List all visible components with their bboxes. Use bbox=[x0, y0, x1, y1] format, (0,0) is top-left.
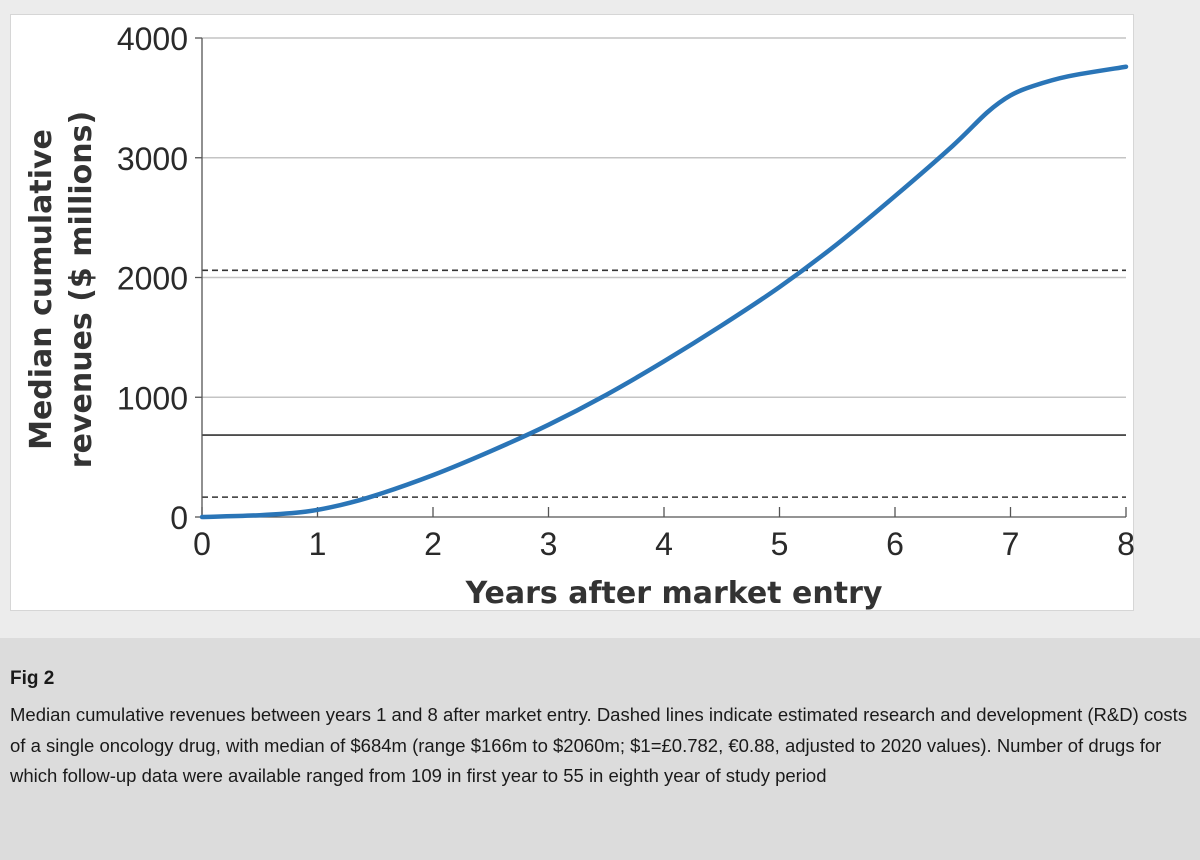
x-tick-label-1: 1 bbox=[309, 526, 327, 562]
x-tick-label-4: 4 bbox=[655, 526, 673, 562]
x-tick-label-0: 0 bbox=[193, 526, 211, 562]
figure-caption: Fig 2 Median cumulative revenues between… bbox=[0, 638, 1200, 860]
y-tick-label-3000: 3000 bbox=[117, 141, 188, 177]
y-axis-title-line-1: Median cumulative bbox=[24, 129, 59, 450]
series-line-revenue bbox=[199, 64, 1129, 520]
x-tick-label-2: 2 bbox=[424, 526, 442, 562]
x-axis-title: Years after market entry bbox=[465, 576, 883, 611]
x-tick-label-8: 8 bbox=[1117, 526, 1135, 562]
y-tick-label-2000: 2000 bbox=[117, 261, 188, 297]
caption-text: Median cumulative revenues between years… bbox=[10, 704, 1188, 786]
y-tick-label-0: 0 bbox=[170, 500, 188, 536]
y-axis-title-line-2: revenues ($ millions) bbox=[64, 111, 99, 468]
x-tick-label-6: 6 bbox=[886, 526, 904, 562]
x-tick-label-3: 3 bbox=[540, 526, 558, 562]
chart-panel: 0 1000 2000 3000 4000 0 1 2 3 4 5 6 7 8 Years after ma… bbox=[10, 14, 1135, 611]
y-tick-label-4000: 4000 bbox=[117, 21, 188, 57]
revenue-chart: 0 1000 2000 3000 4000 0 1 2 3 4 5 6 7 8 Years after ma… bbox=[24, 21, 1135, 611]
x-tick-label-7: 7 bbox=[1002, 526, 1020, 562]
caption-title: Fig 2 bbox=[10, 668, 55, 689]
y-tick-label-1000: 1000 bbox=[117, 380, 188, 416]
y-axis-title: Median cumulative revenues ($ millions) bbox=[24, 111, 99, 468]
x-tick-label-5: 5 bbox=[771, 526, 789, 562]
